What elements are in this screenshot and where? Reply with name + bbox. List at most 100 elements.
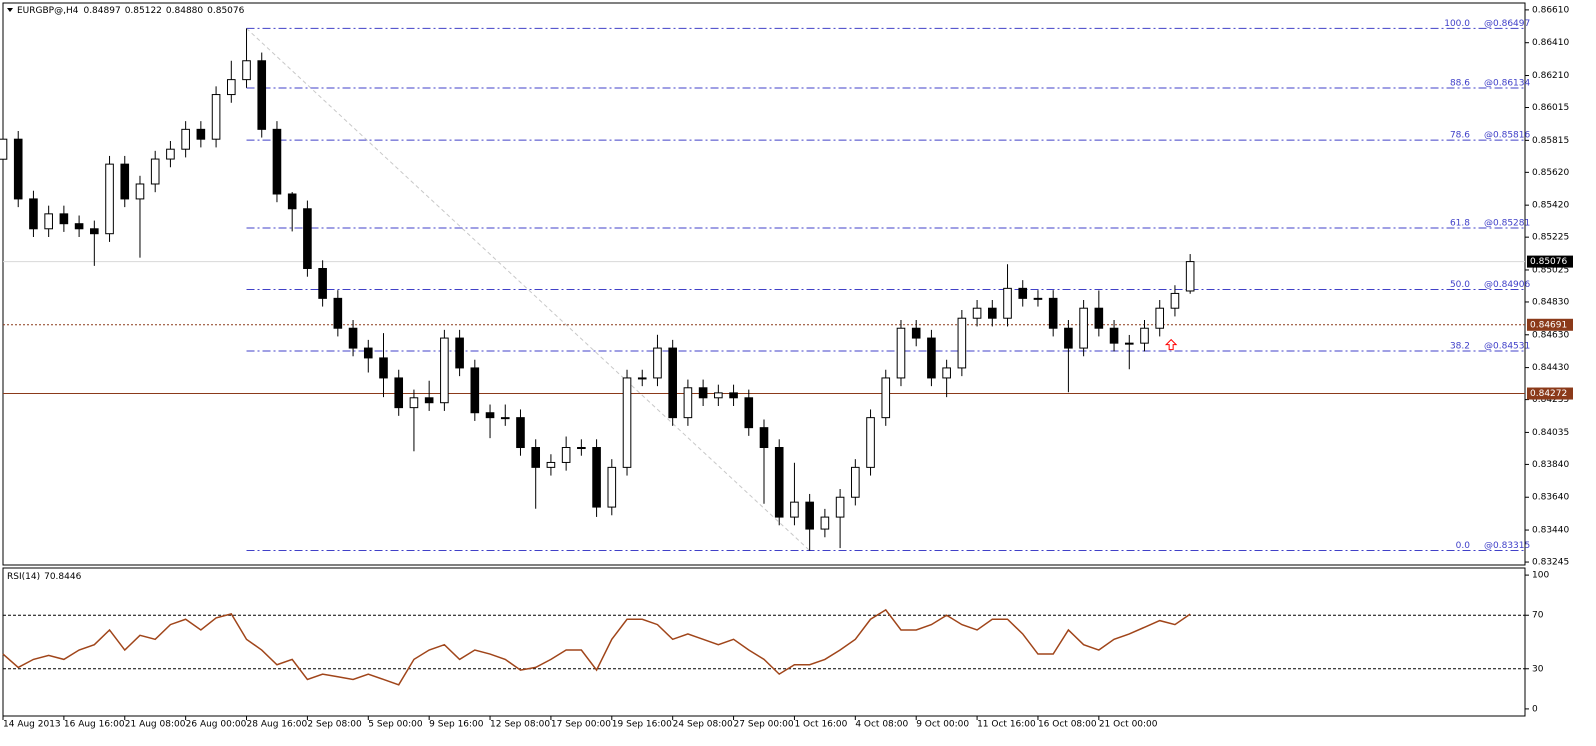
candle-body	[835, 496, 845, 518]
y-tick-label: 0.86610	[1532, 5, 1569, 15]
x-tick-label: 17 Sep 00:00	[551, 720, 611, 730]
fib-level-label: 50.0	[1450, 280, 1470, 290]
candle-body	[1003, 287, 1012, 319]
candle-body	[409, 397, 419, 409]
quote-high: 0.85122	[125, 6, 162, 16]
x-tick-label: 28 Aug 16:00	[247, 720, 308, 730]
y-tick-label: 0.83840	[1532, 460, 1569, 470]
y-tick-label: 30	[1532, 664, 1544, 674]
x-tick-label: 9 Oct 00:00	[916, 720, 969, 730]
candle-body	[866, 417, 875, 468]
candle-body	[242, 60, 251, 81]
candle-body	[348, 327, 358, 349]
y-tick-label: 0.84830	[1532, 297, 1569, 307]
candle-body	[927, 337, 936, 379]
price-label-box	[1527, 255, 1573, 268]
x-tick-label: 9 Sep 16:00	[429, 720, 484, 730]
x-tick-label: 19 Sep 16:00	[612, 720, 672, 730]
candle-body	[424, 397, 434, 404]
candle-body	[287, 193, 297, 210]
candle-body	[1124, 342, 1134, 345]
candle-body	[729, 392, 738, 399]
candle-body	[577, 447, 586, 450]
y-tick-label: 0.85620	[1532, 168, 1569, 178]
candle-body	[303, 208, 312, 269]
price-label: 0.85076	[1530, 257, 1567, 267]
candle-body	[622, 377, 632, 468]
candle-body	[851, 466, 860, 498]
fib-level-label: 88.6	[1450, 78, 1470, 88]
y-tick-label: 0.85025	[1532, 265, 1569, 275]
candle-body	[911, 327, 921, 339]
y-tick-label: 0.85420	[1532, 201, 1569, 211]
price-label: 0.84691	[1530, 320, 1567, 330]
fib-trendline	[246, 28, 810, 551]
candle-body	[333, 297, 343, 329]
quote-close: 0.85076	[207, 6, 244, 16]
chart-header: EURGBP@,H4 0.84897 0.85122 0.84880 0.85076	[17, 6, 245, 16]
signal-arrow	[1164, 338, 1178, 351]
candle-body	[105, 163, 114, 235]
candle-body	[394, 377, 404, 409]
candle-body	[485, 412, 495, 419]
y-tick-label: 0.83245	[1532, 558, 1569, 568]
y-tick-label: 0.84235	[1532, 395, 1569, 405]
rsi-value: 70.8446	[44, 572, 81, 582]
y-tick-label: 0	[1532, 704, 1538, 714]
fib-price-label: @0.85281	[1484, 218, 1530, 228]
x-tick-label: 5 Sep 00:00	[368, 720, 423, 730]
candle-body	[0, 138, 8, 160]
x-tick-label: 24 Sep 08:00	[673, 720, 733, 730]
candle-body	[1170, 292, 1180, 309]
candle-body	[196, 128, 206, 140]
candle-body	[1048, 297, 1058, 329]
fib-price-label: @0.85816	[1484, 131, 1530, 141]
x-tick-label: 1 Oct 16:00	[794, 720, 847, 730]
candle-body	[150, 158, 160, 185]
y-tick-label: 0.86015	[1532, 103, 1569, 113]
candle-body	[592, 447, 601, 508]
y-tick-label: 0.84630	[1532, 330, 1569, 340]
rsi-panel	[2, 567, 1526, 717]
candle-body	[1140, 327, 1149, 344]
candle-body	[470, 367, 480, 414]
fib-level-label: 61.8	[1450, 218, 1470, 228]
candle-body	[759, 427, 769, 449]
candle-body	[1109, 327, 1119, 344]
candle-body	[653, 347, 662, 379]
candle-body	[698, 387, 708, 399]
candle-body	[318, 267, 327, 299]
fib-level-label: 100.0	[1444, 19, 1470, 29]
candle-body	[1018, 287, 1028, 299]
fib-price-label: @0.84531	[1484, 342, 1530, 352]
fib-price-label: @0.86134	[1484, 78, 1530, 88]
x-tick-label: 16 Oct 08:00	[1038, 720, 1097, 730]
candle-body	[379, 357, 388, 379]
y-tick-label: 0.83440	[1532, 526, 1569, 536]
candle-body	[455, 337, 464, 369]
candle-body	[181, 128, 190, 150]
quote-open: 0.84897	[83, 6, 120, 16]
candle-body	[59, 213, 69, 225]
menu-arrow[interactable]	[7, 8, 13, 12]
y-tick-label: 0.85815	[1532, 136, 1569, 146]
candle-body	[805, 501, 814, 530]
candle-body	[500, 417, 510, 420]
candle-body	[683, 387, 693, 419]
price-label-box	[1527, 318, 1573, 331]
candle-body	[881, 377, 891, 419]
fib-level-label: 0.0	[1456, 541, 1471, 551]
candle-body	[942, 367, 951, 379]
candle-body	[44, 213, 53, 230]
candle-body	[1033, 297, 1043, 300]
candle-body	[820, 516, 830, 530]
x-tick-label: 14 Aug 2013	[3, 720, 61, 730]
candle-body	[744, 397, 754, 429]
candle-body	[120, 163, 130, 200]
x-tick-label: 21 Aug 08:00	[125, 720, 186, 730]
candle-body	[13, 138, 23, 200]
candle-body	[987, 307, 997, 319]
candle-body	[774, 447, 784, 518]
